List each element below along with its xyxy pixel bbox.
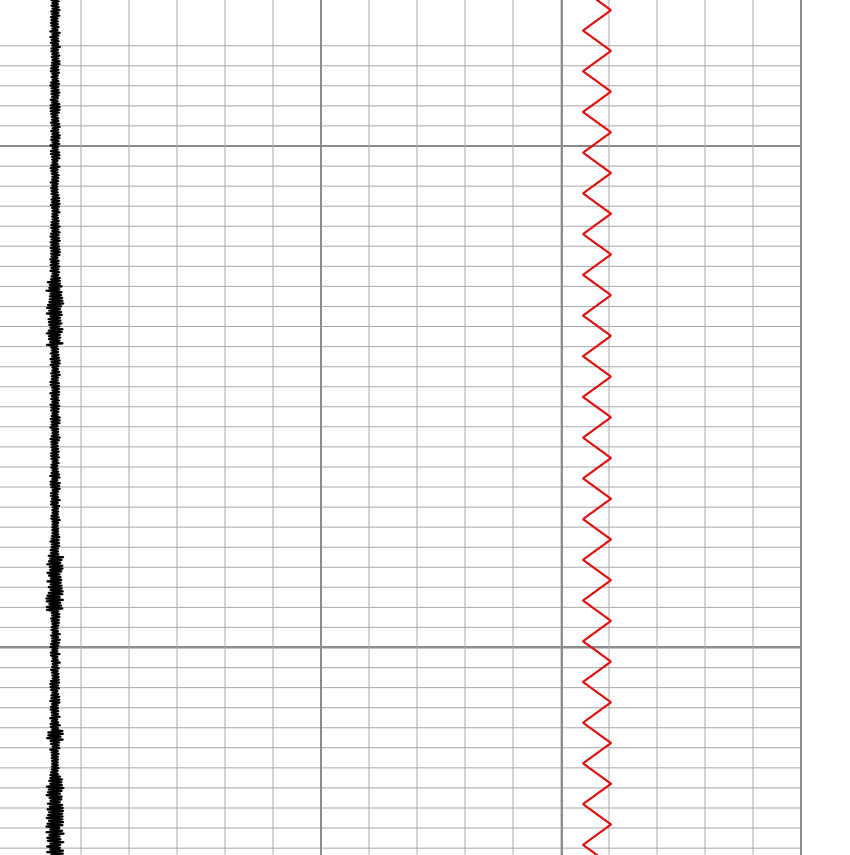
chart-grid	[0, 0, 802, 855]
series-line-black	[45, 0, 65, 855]
series-line-red	[581, 0, 613, 855]
chart-traces	[45, 0, 613, 855]
